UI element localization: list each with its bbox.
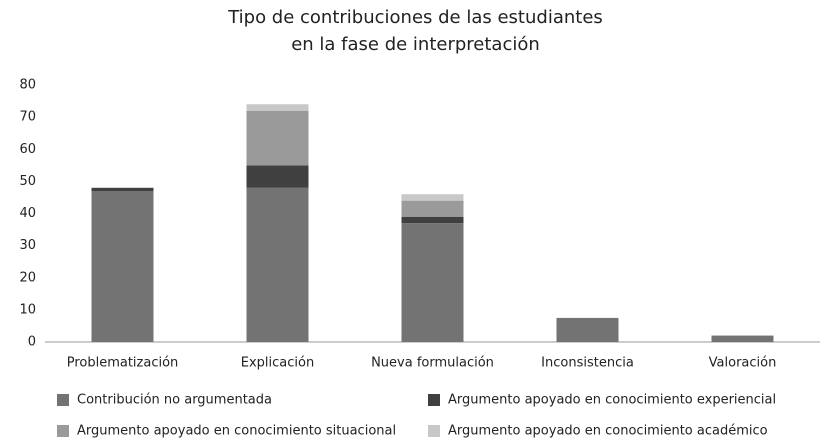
- legend-swatch: [428, 394, 440, 406]
- bar-segment: [91, 187, 154, 192]
- bar-segment: [246, 104, 309, 111]
- y-tick-label: 80: [19, 78, 36, 93]
- bar-segment: [401, 223, 464, 342]
- legend-label: Argumento apoyado en conocimiento situac…: [77, 424, 396, 439]
- y-tick-label: 10: [19, 302, 36, 317]
- legend-swatch: [57, 425, 69, 437]
- x-tick-label: Explicación: [241, 356, 314, 371]
- legend-label: Argumento apoyado en conocimiento experi…: [448, 393, 776, 408]
- legend-swatch: [57, 394, 69, 406]
- y-tick-label: 20: [19, 270, 36, 285]
- y-tick-label: 30: [19, 238, 36, 253]
- y-tick-label: 70: [19, 110, 36, 125]
- y-tick-label: 40: [19, 206, 36, 221]
- x-tick-label: Problematización: [67, 356, 179, 371]
- bar-segment: [401, 194, 464, 201]
- bar-segment: [91, 191, 154, 342]
- legend-label: Contribución no argumentada: [77, 393, 272, 408]
- x-tick-label: Inconsistencia: [541, 356, 634, 371]
- x-tick-label: Valoración: [709, 356, 777, 371]
- chart-title: Tipo de contribuciones de las estudiante…: [228, 7, 603, 55]
- y-tick-label: 50: [19, 174, 36, 189]
- y-tick-label: 0: [28, 335, 36, 350]
- bar-segment: [246, 165, 309, 188]
- legend-swatch: [428, 425, 440, 437]
- legend-label: Argumento apoyado en conocimiento académ…: [448, 424, 768, 439]
- bar-segment: [401, 216, 464, 224]
- bar-segment: [556, 317, 619, 342]
- bar-segment: [246, 187, 309, 342]
- bar-segment: [401, 200, 464, 217]
- y-tick-label: 60: [19, 142, 36, 157]
- x-tick-label: Nueva formulación: [371, 356, 494, 371]
- bar-segment: [711, 335, 774, 342]
- bar-segment: [246, 110, 309, 166]
